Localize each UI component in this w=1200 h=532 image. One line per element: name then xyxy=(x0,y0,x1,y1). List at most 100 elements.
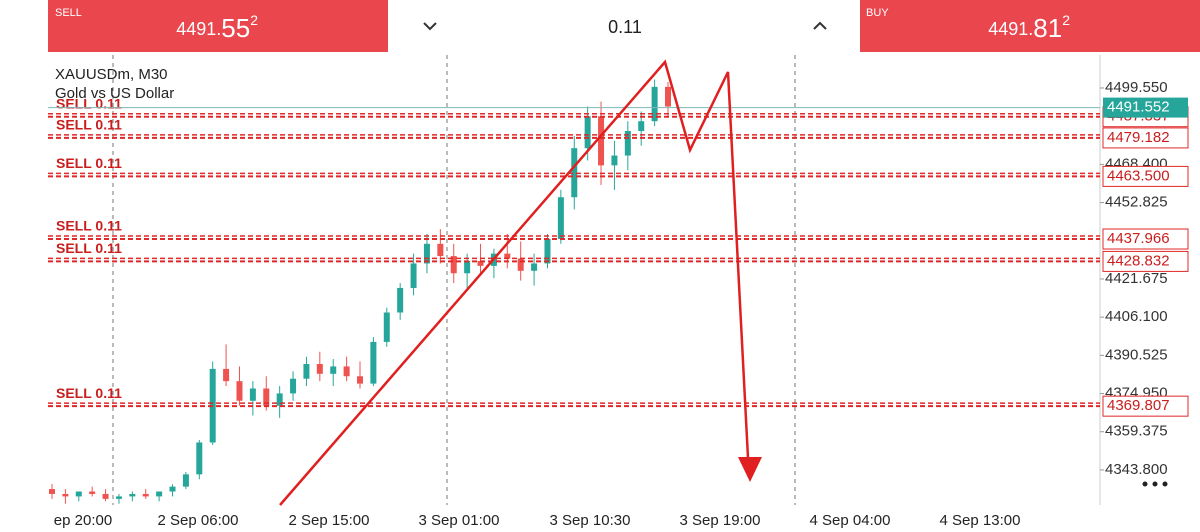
price-part: 81 xyxy=(1033,13,1062,43)
y-tick-label: 4390.525 xyxy=(1105,346,1168,363)
price-tag xyxy=(1102,127,1189,149)
price-part: 4491. xyxy=(176,19,221,39)
candle-body xyxy=(102,493,109,499)
price-tag xyxy=(1102,250,1189,272)
more-menu[interactable] xyxy=(1142,481,1148,487)
order-label: SELL 0.11 xyxy=(56,117,122,133)
price-tag-label: 4369.807 xyxy=(1107,397,1170,414)
y-tick-label: 4452.825 xyxy=(1105,194,1168,211)
y-tick-label: 4421.675 xyxy=(1105,270,1168,287)
y-tick-label: 4343.800 xyxy=(1105,461,1168,478)
order-label: SELL 0.11 xyxy=(56,385,122,401)
x-tick-label: 4 Sep 04:00 xyxy=(810,512,891,529)
price-tag xyxy=(1102,395,1189,417)
candle-body xyxy=(370,341,377,384)
x-tick-label: 4 Sep 13:00 xyxy=(940,512,1021,529)
decrease-lot[interactable] xyxy=(423,22,437,31)
price-tag xyxy=(1102,228,1189,250)
sell-label: SELL xyxy=(55,7,82,19)
x-tick-label: 2 Sep 06:00 xyxy=(158,512,239,529)
candle-body xyxy=(557,197,564,239)
candle-body xyxy=(598,116,605,166)
more-menu[interactable] xyxy=(1162,481,1168,487)
lot-size[interactable]: 0.11 xyxy=(608,17,642,37)
candle-body xyxy=(437,243,444,257)
order-label: SELL 0.11 xyxy=(56,218,122,234)
x-tick-label: ep 20:00 xyxy=(54,512,112,529)
candle-body xyxy=(156,491,163,497)
candle-body xyxy=(357,376,363,384)
drawn-arrowhead xyxy=(738,457,762,482)
buy-price: 4491.812 xyxy=(988,12,1070,43)
candle-body xyxy=(303,363,310,379)
y-tick-label: 4499.550 xyxy=(1105,79,1168,96)
candle-body xyxy=(223,368,230,382)
candle-body xyxy=(383,312,390,342)
description: Gold vs US Dollar xyxy=(55,85,174,102)
price-part: 2 xyxy=(1062,12,1070,28)
price-part: 2 xyxy=(250,12,258,28)
current-price-label: 4491.552 xyxy=(1107,99,1170,116)
price-tag-label: 4428.832 xyxy=(1107,252,1170,269)
candle-body xyxy=(129,493,136,497)
candle-body xyxy=(169,486,176,492)
candle-body xyxy=(638,121,645,132)
candle-body xyxy=(343,366,350,377)
x-tick-label: 3 Sep 19:00 xyxy=(680,512,761,529)
candle-body xyxy=(249,388,256,401)
candle-body xyxy=(423,243,430,264)
price-tag-label: 4463.500 xyxy=(1107,167,1170,184)
buy-button[interactable] xyxy=(860,0,1200,52)
candle-body xyxy=(236,381,243,401)
candle-body xyxy=(584,116,591,149)
candle-body xyxy=(276,393,283,406)
candle-body xyxy=(504,253,511,259)
candle-body xyxy=(531,263,538,271)
candle-body xyxy=(665,86,671,107)
increase-lot[interactable] xyxy=(813,21,827,30)
candle-body xyxy=(182,474,189,487)
candle-body xyxy=(651,86,658,122)
more-menu[interactable] xyxy=(1152,481,1158,487)
x-tick-label: 3 Sep 10:30 xyxy=(550,512,631,529)
x-tick-label: 3 Sep 01:00 xyxy=(419,512,500,529)
candle-body xyxy=(450,256,457,274)
candle-body xyxy=(142,493,149,497)
y-tick-label: 4359.375 xyxy=(1105,423,1168,440)
candle-body xyxy=(62,493,69,497)
chart: 4499.5504468.4004452.8254421.6754406.100… xyxy=(48,79,1189,529)
price-part: 4491. xyxy=(988,19,1033,39)
candle-body xyxy=(611,155,618,166)
buy-label: BUY xyxy=(866,7,889,19)
candle-body xyxy=(89,491,96,494)
candle-body xyxy=(196,442,203,475)
candle-body xyxy=(316,363,323,374)
candle-body xyxy=(75,491,82,497)
candle-body xyxy=(544,238,551,264)
candle-body xyxy=(477,260,484,266)
candle-body xyxy=(464,260,471,274)
candle-body xyxy=(624,131,631,156)
candle-body xyxy=(397,287,404,313)
order-label: SELL 0.11 xyxy=(56,155,122,171)
candle-body xyxy=(571,148,578,198)
price-tag xyxy=(1102,165,1189,187)
drawn-trend-line xyxy=(279,59,750,506)
candle-body xyxy=(410,263,417,288)
sell-price: 4491.552 xyxy=(176,12,258,43)
candle-body xyxy=(49,489,55,494)
price-tag-label: 4479.182 xyxy=(1107,129,1170,146)
candle-body xyxy=(330,366,337,374)
y-tick-label: 4406.100 xyxy=(1105,308,1168,325)
current-price-tag xyxy=(1103,97,1188,118)
sell-button[interactable] xyxy=(48,0,388,52)
price-part: 55 xyxy=(221,13,250,43)
candle-body xyxy=(517,258,524,271)
order-label: SELL 0.11 xyxy=(56,240,122,256)
price-tag-label: 4437.966 xyxy=(1107,230,1170,247)
candle-body xyxy=(290,378,297,394)
candle-body xyxy=(263,388,270,406)
